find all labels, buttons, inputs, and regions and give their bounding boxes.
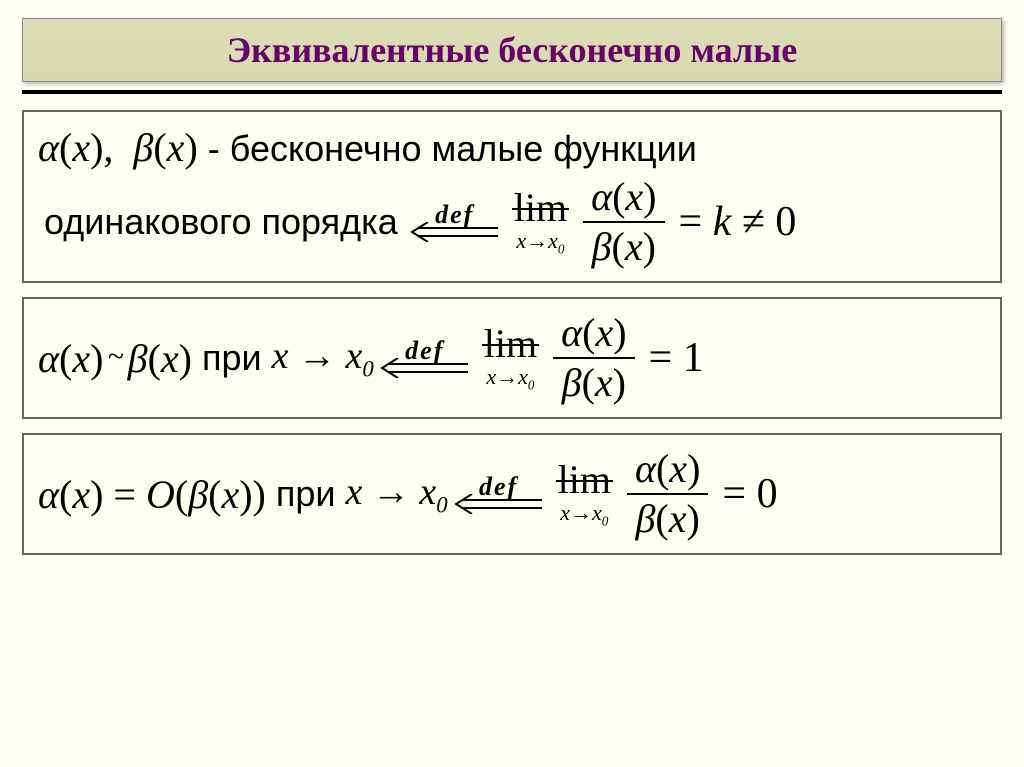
lim-sub: x→x0 [560,502,608,528]
slide: Эквивалентные бесконечно малые α(x), β(x… [0,0,1024,767]
strike-line [482,344,539,346]
fraction-bar [583,221,664,223]
fraction: α(x) β(x) [583,175,664,269]
fraction-denominator: β(x) [584,225,664,269]
limit-block: lim x→x0 [558,460,611,528]
big-o-lhs: α(x) = O(β(x)) [38,471,266,518]
strike-line [556,480,613,482]
fraction: α(x) β(x) [553,311,634,405]
limit-block: lim x→x0 [514,188,567,256]
definition-box-big-o: α(x) = O(β(x)) при x → x0 def lim x→x0 α… [22,433,1002,555]
desc-line1: - бесконечно малые функции [208,128,697,170]
horizontal-rule [22,90,1002,94]
rhs: = 1 [649,334,704,382]
lim-sub: x→x0 [516,230,564,256]
def-arrow-icon: def [454,474,544,514]
rhs: = 0 [722,470,777,518]
strike-line [512,208,569,210]
limit-block: lim x→x0 [484,324,537,392]
x-to-x0: x → x0 [345,470,447,519]
def-arrow-icon: def [380,338,470,378]
fraction-numerator: α(x) [627,447,708,491]
definition-box-same-order: α(x), β(x) - бесконечно малые функции од… [22,110,1002,283]
equiv-lhs: α(x)~β(x) [38,335,192,382]
double-arrow-left-icon [454,494,544,514]
lim-text: lim [558,460,611,500]
fraction-denominator: β(x) [554,361,634,405]
rhs: = k ≠ 0 [679,198,797,246]
slide-title: Эквивалентные бесконечно малые [43,29,981,71]
fraction-numerator: α(x) [583,175,664,219]
def-arrow-icon: def [410,202,500,242]
functions-alpha-beta: α(x), β(x) [38,124,198,171]
fraction-bar [627,493,708,495]
pri-text: при [202,337,262,379]
desc-line2: одинакового порядка [44,201,398,243]
fraction-denominator: β(x) [628,497,708,541]
pri-text: при [276,473,336,515]
title-bar: Эквивалентные бесконечно малые [22,18,1002,82]
double-arrow-left-icon [380,358,470,378]
lim-text: lim [514,188,567,228]
fraction-numerator: α(x) [553,311,634,355]
x-to-x0: x → x0 [272,334,374,383]
lim-sub: x→x0 [486,366,534,392]
lim-text: lim [484,324,537,364]
double-arrow-left-icon [410,222,500,242]
definition-box-equivalent: α(x)~β(x) при x → x0 def lim x→x0 α(x) β… [22,297,1002,419]
fraction-bar [553,357,634,359]
fraction: α(x) β(x) [627,447,708,541]
